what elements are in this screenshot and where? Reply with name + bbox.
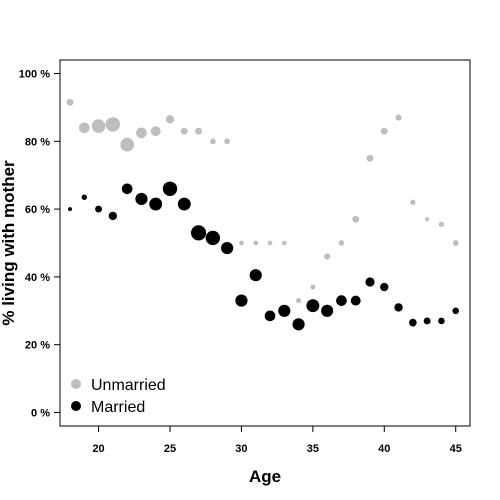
married-point [135, 192, 148, 206]
unmarried-point [296, 298, 302, 304]
x-axis: 20 25 30 35 40 45 [92, 426, 462, 455]
y-axis: 0 % 20 % 40 % 60 % 80 % 100 % [19, 69, 60, 419]
legend-label-married: Married [91, 399, 145, 416]
y-tick-label: 80 % [25, 136, 50, 148]
married-point [278, 304, 291, 317]
married-point [264, 310, 276, 322]
married-point [409, 318, 417, 327]
unmarried-point [352, 215, 360, 223]
y-tick-label: 60 % [25, 204, 50, 216]
unmarried-point [425, 217, 430, 222]
married-point [108, 211, 118, 221]
y-tick-label: 20 % [25, 340, 50, 352]
married-point [438, 317, 445, 325]
y-axis-title: % living with mother [0, 160, 18, 326]
unmarried-point [165, 115, 175, 124]
married-point [336, 295, 347, 306]
unmarried-point [66, 98, 74, 106]
unmarried-point [452, 240, 459, 246]
married-point [452, 307, 460, 315]
married-point [350, 295, 361, 306]
x-tick-label: 25 [164, 443, 176, 455]
unmarried-point [395, 114, 402, 121]
x-axis-title: Age [249, 467, 281, 486]
unmarried-point [150, 126, 161, 137]
legend-label-unmarried: Unmarried [91, 377, 166, 394]
married-point [292, 318, 305, 331]
unmarried-point [91, 119, 106, 133]
unmarried-point [438, 221, 445, 228]
unmarried-point [338, 240, 345, 246]
legend-marker-unmarried [71, 379, 81, 389]
married-point [177, 197, 191, 211]
married-point [121, 183, 133, 195]
y-tick-label: 100 % [19, 69, 50, 81]
married-point [306, 299, 320, 313]
married-point [235, 294, 248, 307]
married-point [149, 197, 163, 211]
married-point [81, 194, 87, 200]
unmarried-point [253, 240, 259, 246]
married-point [221, 242, 234, 255]
unmarried-point [281, 240, 287, 246]
unmarried-point [267, 240, 273, 246]
series-unmarried [66, 98, 459, 304]
unmarried-point [224, 138, 230, 145]
x-tick-label: 40 [378, 443, 390, 455]
unmarried-point [120, 137, 134, 152]
x-tick-label: 20 [92, 443, 104, 455]
unmarried-point [136, 127, 147, 139]
x-tick-label: 35 [307, 443, 319, 455]
married-point [249, 269, 262, 282]
married-point [394, 303, 403, 312]
x-tick-label: 45 [450, 443, 462, 455]
y-tick-label: 0 % [31, 407, 50, 419]
unmarried-point [324, 253, 331, 260]
married-point [380, 282, 389, 292]
unmarried-point [180, 127, 188, 135]
unmarried-point [239, 240, 244, 246]
legend-marker-married [71, 401, 81, 411]
unmarried-point [105, 117, 121, 132]
unmarried-point [310, 284, 316, 290]
married-point [205, 230, 221, 246]
married-point [68, 207, 72, 212]
y-tick-label: 40 % [25, 272, 50, 284]
plot-frame [59, 59, 471, 427]
data-points [66, 98, 460, 331]
unmarried-point [78, 122, 90, 134]
married-point [365, 277, 375, 287]
married-point [162, 181, 178, 196]
married-point [423, 317, 431, 325]
legend: Unmarried Married [71, 377, 166, 416]
unmarried-point [210, 138, 216, 145]
married-point [95, 205, 103, 213]
series-married [68, 181, 460, 331]
unmarried-point [366, 154, 374, 162]
unmarried-point [380, 127, 388, 135]
married-point [190, 225, 207, 241]
married-point [321, 304, 334, 317]
x-tick-label: 30 [235, 443, 247, 455]
unmarried-point [410, 199, 416, 206]
unmarried-point [195, 127, 203, 135]
